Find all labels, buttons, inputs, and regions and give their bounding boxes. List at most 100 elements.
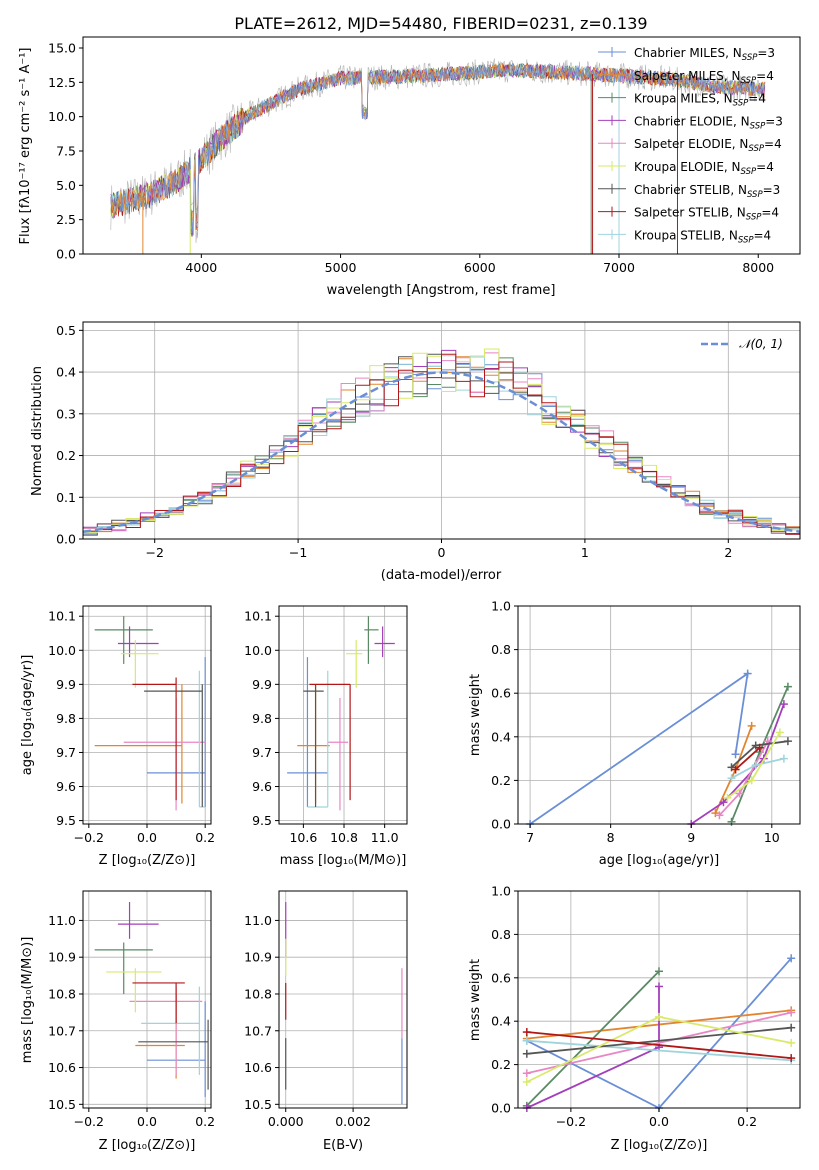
y-tick-label: 0.0 bbox=[491, 1101, 511, 1116]
series-line bbox=[734, 747, 761, 771]
y-tick-label: 10.5 bbox=[48, 1097, 76, 1112]
y-tick-label: 0.0 bbox=[56, 247, 76, 262]
x-tick-label: 5000 bbox=[325, 260, 357, 275]
legend-entry-label: Salpeter STELIB, NSSP=4 bbox=[634, 206, 779, 223]
legend-label-subscript: SSP bbox=[741, 167, 757, 177]
spectrum-series-line bbox=[110, 62, 766, 236]
x-tick-label: 0.002 bbox=[335, 1114, 371, 1129]
legend-label-text: Kroupa MILES, N bbox=[634, 92, 733, 106]
ebv-mass-frame bbox=[278, 890, 408, 1109]
y-tick-label: 9.5 bbox=[252, 813, 272, 828]
z-mass-xlabel: Z [log₁₀(Z/Z⊙)] bbox=[99, 1138, 196, 1153]
series-line bbox=[529, 671, 749, 825]
histogram-ylabel: Normed distribution bbox=[30, 366, 45, 496]
x-tick-label: 11.0 bbox=[371, 830, 399, 845]
z-mass-ylabel: mass [log₁₀(M/M⊙)] bbox=[20, 937, 35, 1064]
y-tick-label: 0.8 bbox=[491, 642, 511, 657]
y-tick-label: 0.0 bbox=[56, 532, 76, 547]
age-weight-ticks: 7 8 9 10 0.0 0.2 0.4 0.6 0.8 1.0 bbox=[491, 599, 780, 846]
y-tick-label: 9.8 bbox=[252, 711, 272, 726]
y-tick-label: 10.9 bbox=[244, 950, 272, 965]
legend-label-text: Chabrier STELIB, N bbox=[634, 183, 747, 197]
spectrum-xlabel: wavelength [Angstrom, rest frame] bbox=[327, 283, 556, 298]
legend-label-text: Salpeter ELODIE, N bbox=[634, 137, 748, 151]
spectrum-plot-area bbox=[110, 58, 766, 254]
z-weight-ylabel: mass weight bbox=[468, 959, 483, 1041]
x-tick-label: 8 bbox=[607, 830, 615, 845]
x-tick-label: 1 bbox=[581, 545, 589, 560]
legend-label-subscript: SSP bbox=[741, 76, 757, 86]
legend-entry-label: Chabrier STELIB, NSSP=3 bbox=[634, 183, 780, 200]
y-tick-label: 9.8 bbox=[56, 711, 76, 726]
y-tick-label: 9.5 bbox=[56, 813, 76, 828]
x-tick-label: 10.8 bbox=[330, 830, 358, 845]
y-tick-label: 12.5 bbox=[48, 75, 76, 90]
ebv-mass-ticks: 0.000 0.002 10.5 10.6 10.7 10.8 10.9 11.0 bbox=[244, 913, 371, 1129]
gaussian-legend-label: 𝒩(0, 1) bbox=[739, 337, 783, 351]
y-tick-label: 10.7 bbox=[244, 1023, 272, 1038]
legend-label-text: Chabrier ELODIE, N bbox=[634, 114, 750, 128]
y-tick-label: 1.0 bbox=[491, 884, 511, 899]
age-weight-ylabel: mass weight bbox=[468, 674, 483, 756]
y-tick-label: 10.0 bbox=[244, 643, 272, 658]
x-tick-label: 0.0 bbox=[137, 1114, 157, 1129]
legend-entry-label: Kroupa ELODIE, NSSP=4 bbox=[634, 160, 774, 177]
histogram-xlabel: (data-model)/error bbox=[381, 568, 502, 583]
legend-label-subscript: SSP bbox=[747, 190, 763, 200]
x-tick-label: 7000 bbox=[603, 260, 635, 275]
y-tick-label: 1.0 bbox=[491, 599, 511, 614]
series-line bbox=[690, 703, 785, 825]
legend-label-count: =4 bbox=[761, 206, 779, 220]
age-weight-plot-area bbox=[518, 605, 800, 828]
y-tick-label: 0.2 bbox=[56, 448, 76, 463]
legend-entry-label: Kroupa STELIB, NSSP=4 bbox=[634, 228, 771, 245]
y-tick-label: 10.5 bbox=[244, 1097, 272, 1112]
y-tick-label: 0.2 bbox=[491, 1057, 511, 1072]
y-tick-label: 0.1 bbox=[56, 490, 76, 505]
y-tick-label: 5.0 bbox=[56, 178, 76, 193]
z-weight-xlabel: Z [log₁₀(Z/Z⊙)] bbox=[611, 1138, 708, 1153]
histogram-ticks: −2 −1 0 1 2 0.0 0.1 0.2 0.3 0.4 0.5 bbox=[56, 323, 732, 560]
legend-label-subscript: SSP bbox=[733, 99, 749, 109]
x-tick-label: −2 bbox=[145, 545, 163, 560]
age-weight-frame bbox=[517, 605, 801, 825]
y-tick-label: 0.2 bbox=[491, 773, 511, 788]
legend-label-count: =4 bbox=[756, 160, 774, 174]
x-tick-label: −0.2 bbox=[74, 830, 104, 845]
y-tick-label: 10.0 bbox=[48, 643, 76, 658]
panel1-title: PLATE=2612, MJD=54480, FIBERID=0231, z=0… bbox=[234, 14, 647, 33]
legend-label-text: Salpeter MILES, N bbox=[634, 69, 741, 83]
z-mass-plot-area bbox=[83, 891, 211, 1108]
x-tick-label: 2 bbox=[724, 545, 732, 560]
legend-label-subscript: SSP bbox=[748, 144, 764, 154]
x-tick-label: 10 bbox=[764, 830, 780, 845]
x-tick-label: 4000 bbox=[185, 260, 217, 275]
z-age-xlabel: Z [log₁₀(Z/Z⊙)] bbox=[99, 853, 196, 868]
legend-label-subscript: SSP bbox=[742, 53, 758, 63]
x-tick-label: 9 bbox=[687, 830, 695, 845]
y-tick-label: 9.6 bbox=[56, 779, 76, 794]
legend-label-text: Kroupa STELIB, N bbox=[634, 228, 738, 242]
y-tick-label: 0.3 bbox=[56, 406, 76, 421]
legend-entry-label: Kroupa MILES, NSSP=4 bbox=[634, 92, 766, 109]
legend-label-count: =4 bbox=[748, 92, 766, 106]
legend-entry-label: Salpeter MILES, NSSP=4 bbox=[634, 69, 774, 86]
x-tick-label: −1 bbox=[289, 545, 307, 560]
z-weight-ticks: −0.2 0.0 0.2 0.0 0.2 0.4 0.6 0.8 1.0 bbox=[491, 884, 757, 1130]
spectrum-ticks: 4000 5000 6000 7000 8000 0.0 2.5 5.0 7.5 10.0 12.5… bbox=[48, 40, 774, 275]
y-tick-label: 10.1 bbox=[244, 609, 272, 624]
legend-entry-label: Salpeter ELODIE, NSSP=4 bbox=[634, 137, 782, 154]
y-tick-label: 11.0 bbox=[48, 913, 76, 928]
x-tick-label: −0.2 bbox=[556, 1114, 586, 1129]
z-weight-plot-area bbox=[518, 890, 800, 1112]
y-tick-label: 15.0 bbox=[48, 40, 76, 55]
mass-age-xlabel: mass [log₁₀(M/M⊙)] bbox=[280, 853, 407, 868]
x-tick-label: 8000 bbox=[742, 260, 774, 275]
y-tick-label: 10.8 bbox=[244, 986, 272, 1001]
y-tick-label: 0.4 bbox=[491, 1014, 511, 1029]
y-tick-label: 10.9 bbox=[48, 950, 76, 965]
x-tick-label: 0.2 bbox=[737, 1114, 757, 1129]
x-tick-label: 0.0 bbox=[649, 1114, 669, 1129]
